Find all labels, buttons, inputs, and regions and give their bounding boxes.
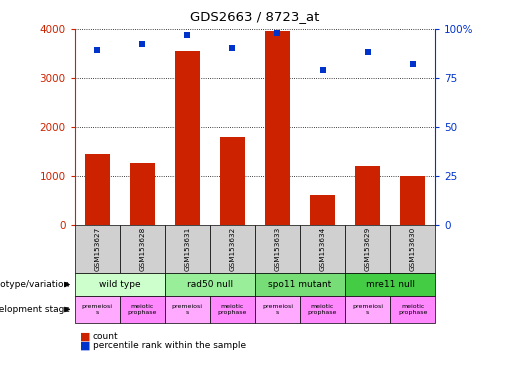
Point: [273, 30, 282, 36]
Text: GSM153634: GSM153634: [319, 227, 325, 271]
Point: [228, 45, 236, 51]
Text: GSM153630: GSM153630: [409, 227, 416, 271]
Text: meiotic
prophase: meiotic prophase: [218, 304, 247, 315]
Text: spo11 mutant: spo11 mutant: [268, 280, 332, 289]
Bar: [355, 166, 380, 225]
Bar: [220, 137, 245, 225]
Bar: [310, 195, 335, 225]
Text: ■: ■: [80, 332, 90, 342]
Text: GDS2663 / 8723_at: GDS2663 / 8723_at: [190, 10, 320, 23]
Point: [138, 41, 146, 48]
Text: GSM153633: GSM153633: [274, 227, 281, 271]
Text: ■: ■: [80, 341, 90, 351]
Point: [318, 67, 327, 73]
Text: premeiosi
s: premeiosi s: [352, 304, 383, 315]
Text: rad50 null: rad50 null: [187, 280, 233, 289]
Text: meiotic
prophase: meiotic prophase: [128, 304, 157, 315]
Point: [408, 61, 417, 67]
Text: GSM153632: GSM153632: [229, 227, 235, 271]
Text: GSM153631: GSM153631: [184, 227, 191, 271]
Bar: [265, 31, 290, 225]
Text: meiotic
prophase: meiotic prophase: [398, 304, 427, 315]
Text: meiotic
prophase: meiotic prophase: [308, 304, 337, 315]
Point: [364, 49, 372, 55]
Bar: [400, 176, 425, 225]
Text: premeiosi
s: premeiosi s: [82, 304, 113, 315]
Text: mre11 null: mre11 null: [366, 280, 415, 289]
Text: wild type: wild type: [99, 280, 141, 289]
Text: GSM153629: GSM153629: [365, 227, 371, 271]
Text: GSM153627: GSM153627: [94, 227, 100, 271]
Point: [93, 47, 101, 53]
Text: genotype/variation: genotype/variation: [0, 280, 70, 289]
Text: count: count: [93, 332, 118, 341]
Text: percentile rank within the sample: percentile rank within the sample: [93, 341, 246, 350]
Point: [183, 31, 192, 38]
Text: premeiosi
s: premeiosi s: [172, 304, 203, 315]
Bar: [130, 164, 154, 225]
Bar: [85, 154, 110, 225]
Text: GSM153628: GSM153628: [139, 227, 145, 271]
Bar: [175, 51, 200, 225]
Text: development stage: development stage: [0, 305, 70, 314]
Text: premeiosi
s: premeiosi s: [262, 304, 293, 315]
